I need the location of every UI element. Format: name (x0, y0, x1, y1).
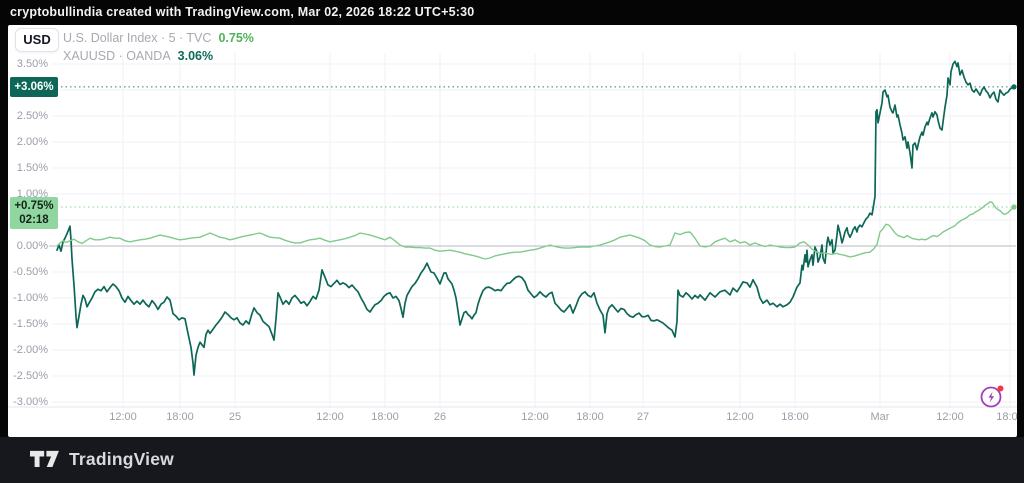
price-scale-label: -2.00% (13, 344, 48, 356)
price-scale-label: -2.50% (13, 370, 48, 382)
symbol-button[interactable]: USD (15, 28, 59, 52)
tradingview-logo-link[interactable]: TradingView (30, 449, 174, 470)
time-scale-label: 18:00 (166, 411, 194, 423)
price-badge-xauusd-value: +3.06% (14, 80, 54, 93)
notification-dot (997, 385, 1004, 392)
time-scale-label: 12:00 (936, 411, 964, 423)
price-badge-usd-value: +0.75% (14, 200, 54, 212)
time-scale-label: 18:00 (371, 411, 399, 423)
chart-card: 3.50% 2.50% 2.00% 1.50% 1.00% 0.00% -0.50% -1.0… (8, 25, 1017, 437)
flash-icon[interactable] (979, 383, 1005, 409)
price-scale-label: -3.00% (13, 396, 48, 408)
price-scale-label: 2.50% (16, 110, 48, 122)
time-scale-label: 18:00 (781, 411, 809, 423)
legend-row-usd-index[interactable]: U.S. Dollar Index · 5 · TVC 0.75% (63, 29, 254, 47)
time-scale-label: 18:00 (576, 411, 604, 423)
price-scale-label: 0.00% (16, 240, 48, 252)
time-scale-label: 25 (228, 411, 242, 423)
price-badge-usd-index: +0.75% 02:18 (10, 197, 58, 229)
chart-plot-area[interactable] (8, 25, 1017, 437)
price-scale-label: 2.00% (16, 136, 48, 148)
bar-countdown-timer: 02:18 (19, 214, 49, 226)
tradingview-logo-icon (30, 450, 59, 467)
price-scale-label: -0.50% (13, 266, 48, 278)
legend-row-xauusd[interactable]: XAUUSD · OANDA 3.06% (63, 47, 254, 65)
price-scale-label: -1.50% (13, 318, 48, 330)
time-scale-label: 18:00 (996, 411, 1017, 423)
time-scale-label: Mar (870, 411, 890, 423)
price-scale-label: -1.00% (13, 292, 48, 304)
price-scale-label: 1.50% (16, 162, 48, 174)
legend-title-xauusd: XAUUSD · OANDA (63, 49, 171, 63)
footer-bar: TradingView (0, 437, 1024, 483)
lightning-icon (980, 385, 1004, 408)
price-scale-label: 3.50% (16, 58, 48, 70)
tradingview-logo-text: TradingView (69, 449, 174, 469)
attribution-bar: cryptobullindia created with TradingView… (0, 0, 1024, 25)
time-scale-label: 12:00 (521, 411, 549, 423)
time-scale-label: 27 (636, 411, 650, 423)
time-scale-label: 12:00 (316, 411, 344, 423)
attribution-text: cryptobullindia created with TradingView… (10, 5, 475, 19)
time-scale-label: 26 (433, 411, 447, 423)
time-scale-label: 12:00 (726, 411, 754, 423)
legend-change-xauusd: 3.06% (177, 49, 214, 63)
legend-change-usd-index: 0.75% (218, 31, 254, 45)
price-badge-xauusd: +3.06% (10, 76, 58, 97)
time-scale-label: 12:00 (109, 411, 137, 423)
legend-title-usd-index: U.S. Dollar Index · 5 · TVC (63, 31, 212, 45)
